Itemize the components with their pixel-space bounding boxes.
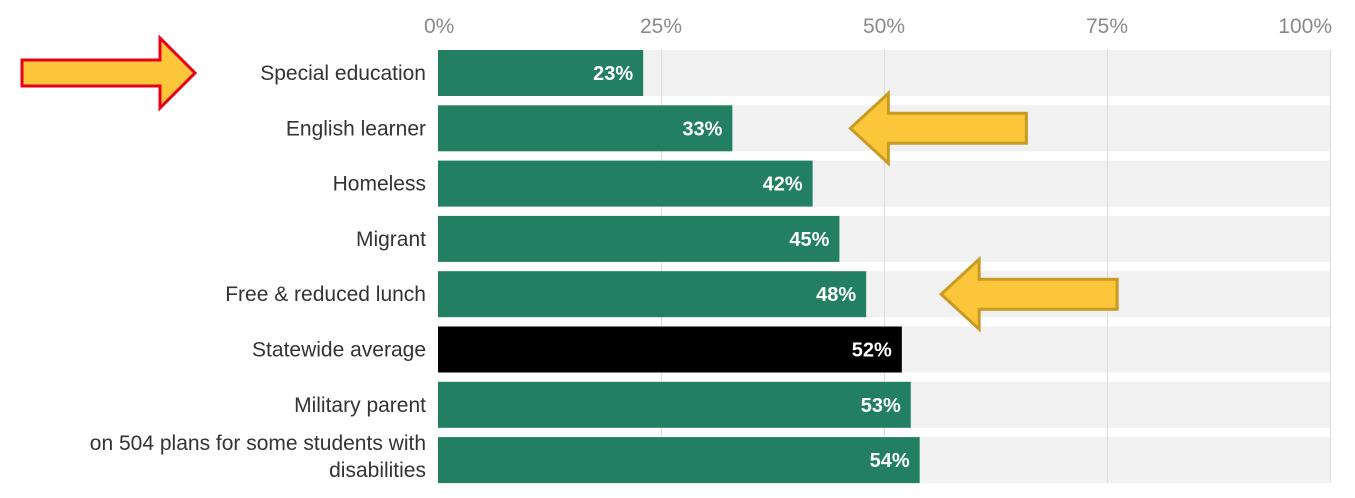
category-label: on 504 plans for some students with disab… <box>90 432 426 482</box>
x-tick-label: 0% <box>424 15 454 38</box>
x-tick-label: 50% <box>863 15 905 38</box>
bar <box>438 381 911 428</box>
bar <box>438 271 867 318</box>
category-label: Statewide average <box>252 339 426 362</box>
bars: 23% Special education 33% English learner 42… <box>90 50 920 484</box>
data-label: 54% <box>870 450 910 472</box>
data-label: 48% <box>816 284 856 306</box>
x-tick-label: 25% <box>640 15 682 38</box>
data-label: 52% <box>852 340 892 362</box>
category-label: Special education <box>260 62 426 85</box>
arrow-right-icon <box>20 34 198 112</box>
data-label: 42% <box>763 174 803 196</box>
category-label: Homeless <box>333 173 426 196</box>
category-label: Free & reduced lunch <box>225 283 426 306</box>
data-label: 45% <box>789 229 829 251</box>
category-label: Migrant <box>356 228 426 251</box>
bar <box>438 215 840 262</box>
arrow-left-icon <box>938 255 1119 333</box>
data-label: 23% <box>593 63 633 85</box>
data-label: 53% <box>861 395 901 417</box>
x-tick-label: 75% <box>1086 15 1128 38</box>
category-label: English learner <box>286 117 426 140</box>
x-tick-label: 100% <box>1278 15 1332 38</box>
data-label: 33% <box>682 118 722 140</box>
bar <box>438 50 644 96</box>
x-axis-ticks: 0% 25% 50% 75% 100% <box>424 15 1332 38</box>
bar <box>438 326 902 373</box>
arrow-left-icon <box>848 89 1028 167</box>
bar <box>438 105 733 152</box>
bar <box>438 160 813 207</box>
annotation-arrows <box>20 34 1119 333</box>
bar <box>438 437 920 484</box>
category-label: Military parent <box>294 394 426 417</box>
